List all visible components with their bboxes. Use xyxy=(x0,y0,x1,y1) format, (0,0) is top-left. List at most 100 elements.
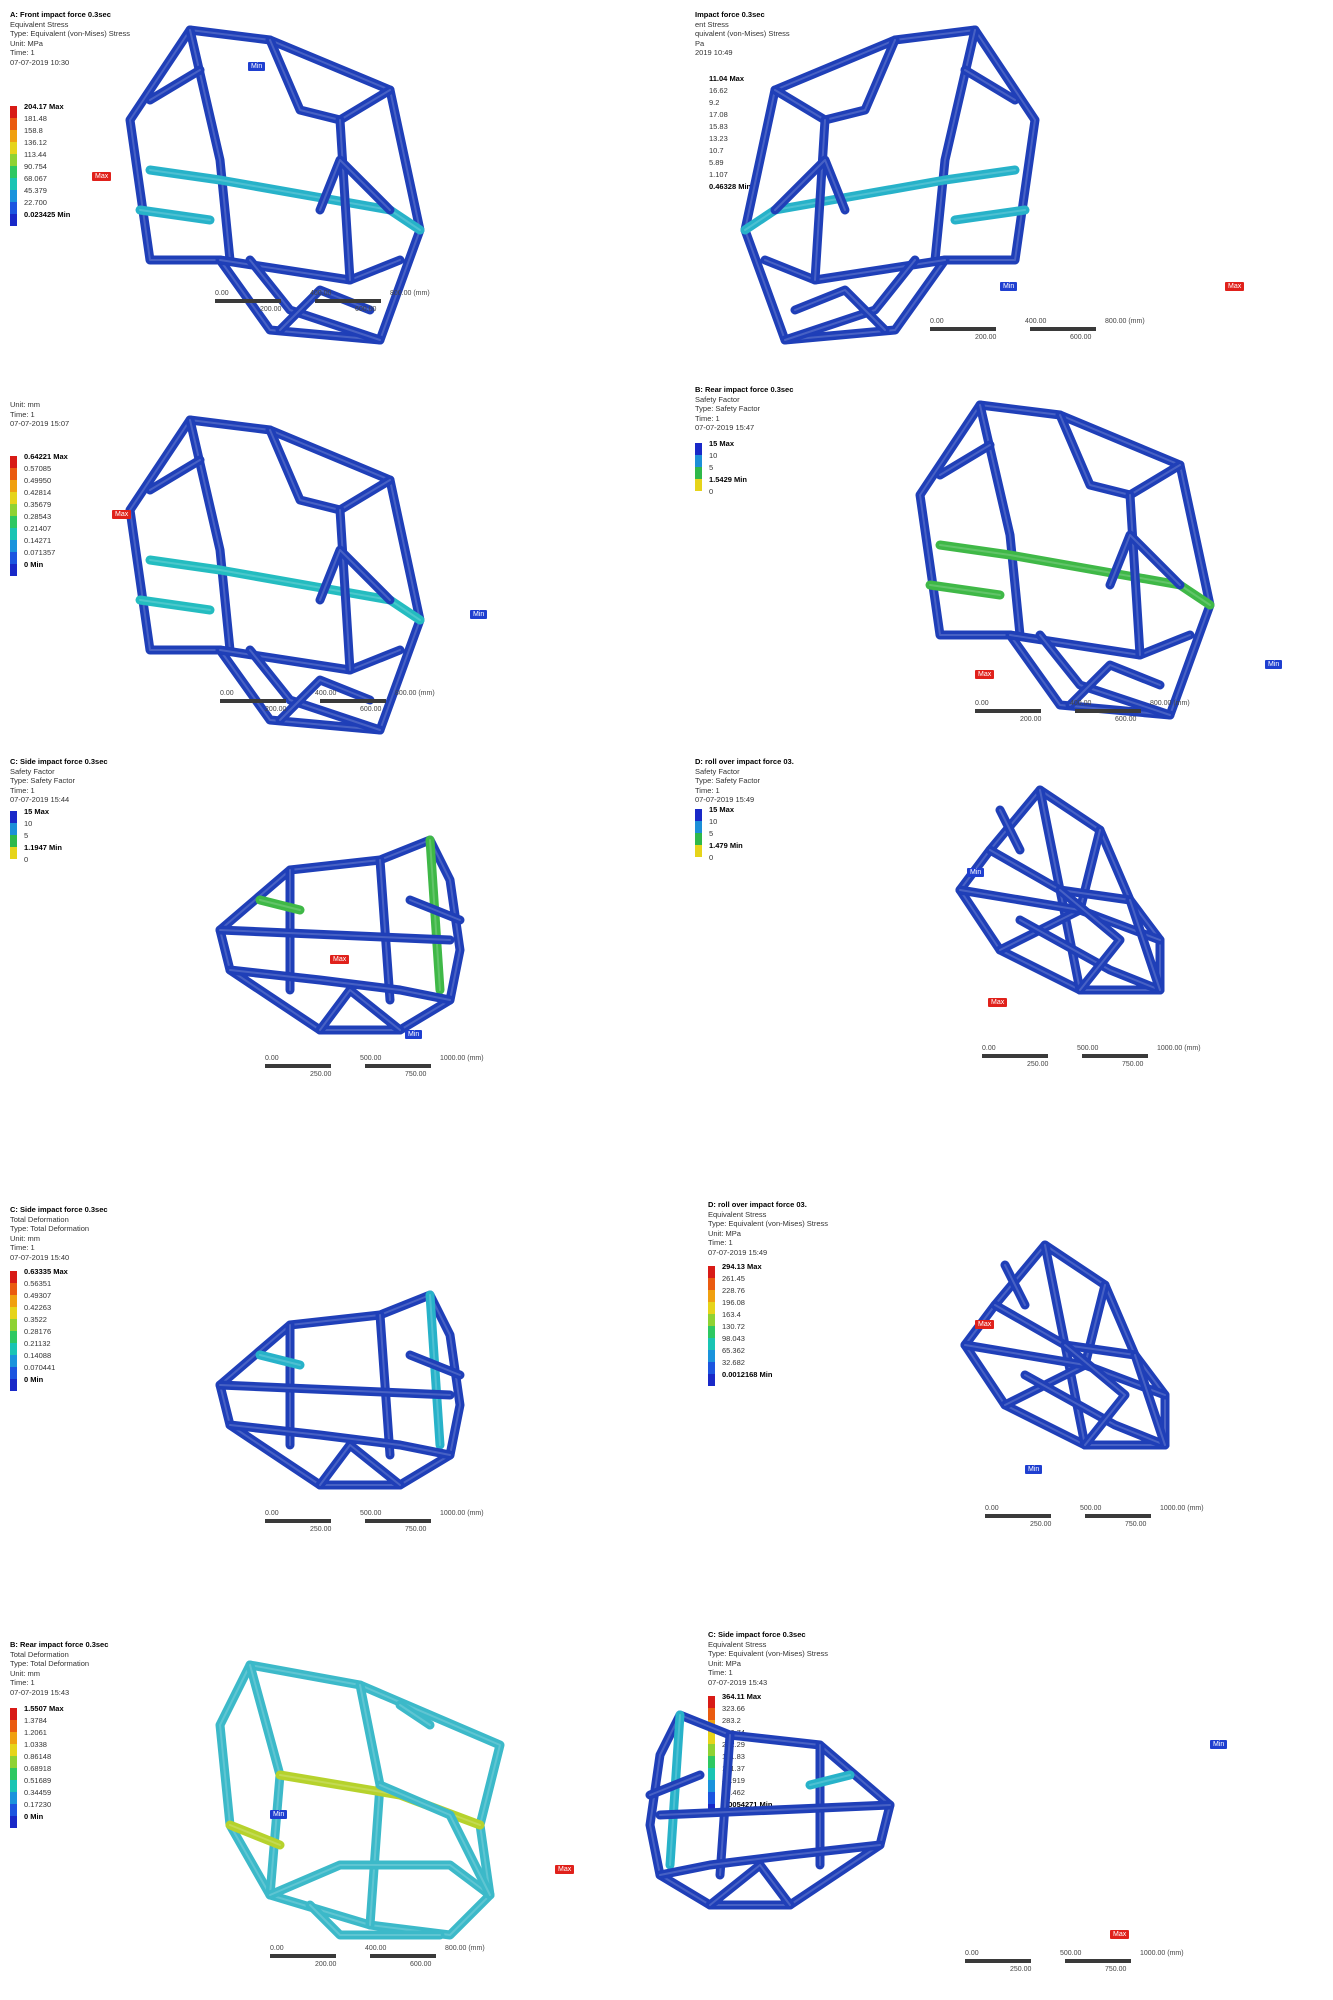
legend-swatch xyxy=(695,809,702,821)
frame-tube xyxy=(375,1310,395,1460)
legend-swatch xyxy=(10,1756,17,1768)
legend-value: 15 Max xyxy=(709,805,735,814)
max-probe-label: Max xyxy=(975,1320,995,1329)
legend-value: 80.919 xyxy=(722,1776,745,1785)
legend-value: 10.7 xyxy=(709,146,724,155)
frame-tube-highlight xyxy=(964,1344,1166,1396)
min-probe-label: Min xyxy=(1210,1740,1228,1749)
min-probe-label: Min xyxy=(470,610,488,619)
scale-tick-label: 0.00 xyxy=(982,1045,996,1052)
legend-swatch xyxy=(10,1283,17,1295)
frame-tube-highlight xyxy=(399,1704,431,1726)
legend-value: 68.067 xyxy=(24,174,47,183)
panel-info: B: Rear impact force 0.3sec Safety Factor… xyxy=(695,385,793,433)
frame-tube xyxy=(995,805,1025,855)
frame-tube-highlight xyxy=(189,419,231,651)
scale-tick-label: 800.00 (mm) xyxy=(390,290,430,297)
scale-segment xyxy=(1085,1514,1151,1518)
panel-info-line: 07-07-2019 15:44 xyxy=(10,795,70,805)
legend-swatch xyxy=(10,1379,17,1391)
legend-value: 283.2 xyxy=(722,1716,741,1725)
panel-info-line: 07-07-2019 15:43 xyxy=(708,1677,768,1687)
legend-swatch xyxy=(708,1302,715,1314)
frame-tube-highlight xyxy=(229,1824,281,1846)
legend-value: 202.29 xyxy=(722,1740,745,1749)
frame-tube xyxy=(1055,410,1185,500)
frame-tube xyxy=(305,1900,445,1940)
scale-tick-label: 500.00 xyxy=(1077,1045,1099,1052)
panel-info-line: Equivalent Stress xyxy=(10,19,69,29)
legend-value: 1.107 xyxy=(709,170,728,179)
panel-info-line: Unit: mm xyxy=(10,1233,40,1243)
legend-swatch xyxy=(708,1266,715,1278)
frame-tube-highlight xyxy=(989,849,1131,901)
legend-value: 5 xyxy=(24,831,29,840)
frame-tube-highlight xyxy=(954,209,1026,221)
frame-tube xyxy=(950,205,1030,225)
scale-tick-label: 1000.00 (mm) xyxy=(1160,1505,1204,1512)
frame-tube xyxy=(655,1800,895,1820)
panel-info-line: Type: Equivalent (von-Mises) Stress xyxy=(708,1219,829,1229)
scale-tick-label: 0.00 xyxy=(265,1510,279,1517)
legend-value: 1.1947 Min xyxy=(24,843,62,852)
frame-tube xyxy=(335,115,355,285)
frame-tube-highlight xyxy=(1129,494,1141,656)
frame-tube-highlight xyxy=(319,1444,401,1486)
frame-tube xyxy=(145,65,205,105)
legend-value: 5 xyxy=(709,829,714,838)
frame-tube-highlight xyxy=(1059,889,1121,991)
frame-tube xyxy=(315,985,405,1035)
frame-tube xyxy=(810,115,830,285)
frame-tube-highlight xyxy=(814,119,826,281)
frame-tube-highlight xyxy=(149,459,201,491)
scale-segment xyxy=(215,299,281,303)
frame-tube-highlight xyxy=(659,1844,881,1876)
legend-value: 90.754 xyxy=(24,162,47,171)
scale-tick-label: 0.00 xyxy=(930,318,944,325)
frame-tube xyxy=(1035,785,1085,995)
frame-tube xyxy=(225,1820,285,1850)
frame-tube-highlight xyxy=(279,1774,481,1826)
scale-tick-label: 400.00 xyxy=(365,1945,387,1952)
max-probe-label: Max xyxy=(330,955,350,964)
frame-tube-highlight xyxy=(309,1904,441,1936)
frame-tube-highlight xyxy=(139,209,211,221)
legend-swatch xyxy=(10,468,17,480)
frame-tube xyxy=(935,440,995,480)
legend-swatch xyxy=(10,1744,17,1756)
frame-tube xyxy=(215,925,455,945)
legend-swatch xyxy=(10,178,17,190)
frame-tube xyxy=(1060,1340,1130,1450)
frame-tube-highlight xyxy=(979,404,1021,636)
frame-tube-highlight xyxy=(669,1714,681,1866)
frame-tube-highlight xyxy=(1129,899,1161,991)
scale-tick-label: 800.00 (mm) xyxy=(395,690,435,697)
legend-value: 0.0054271 Min xyxy=(722,1800,773,1809)
frame-tube-highlight xyxy=(409,1354,461,1376)
scale-segment xyxy=(265,1519,331,1523)
scale-tick-label: 400.00 xyxy=(1070,700,1092,707)
frame-tube-highlight xyxy=(269,39,391,121)
frame-tube-highlight xyxy=(744,169,1016,231)
legend-swatch xyxy=(10,1367,17,1379)
frame-tube xyxy=(740,165,1020,235)
scale-tick-label: 600.00 xyxy=(1070,334,1092,341)
frame-tube xyxy=(395,1700,435,1730)
frame-tube-highlight xyxy=(1109,534,1181,586)
frame-tube-highlight xyxy=(794,289,886,331)
frame-tube xyxy=(985,845,1135,905)
legend-value: 0.34459 xyxy=(24,1788,52,1797)
frame-tube xyxy=(215,835,465,1035)
panel-info-line: Total Deformation xyxy=(10,1649,69,1659)
frame-tube xyxy=(375,855,395,1005)
panel-info-line: Unit: MPa xyxy=(708,1658,741,1668)
legend-value: 1.0338 xyxy=(24,1740,47,1749)
frame-tube xyxy=(780,255,920,345)
scale-tick-label: 500.00 xyxy=(1080,1505,1102,1512)
scale-tick-label: 800.00 (mm) xyxy=(445,1945,485,1952)
scale-tick-label: 750.00 xyxy=(405,1071,427,1078)
legend-value: 15 Max xyxy=(24,807,50,816)
panel-info-line: 07-07-2019 15:40 xyxy=(10,1252,70,1262)
frame-tube xyxy=(770,155,850,215)
